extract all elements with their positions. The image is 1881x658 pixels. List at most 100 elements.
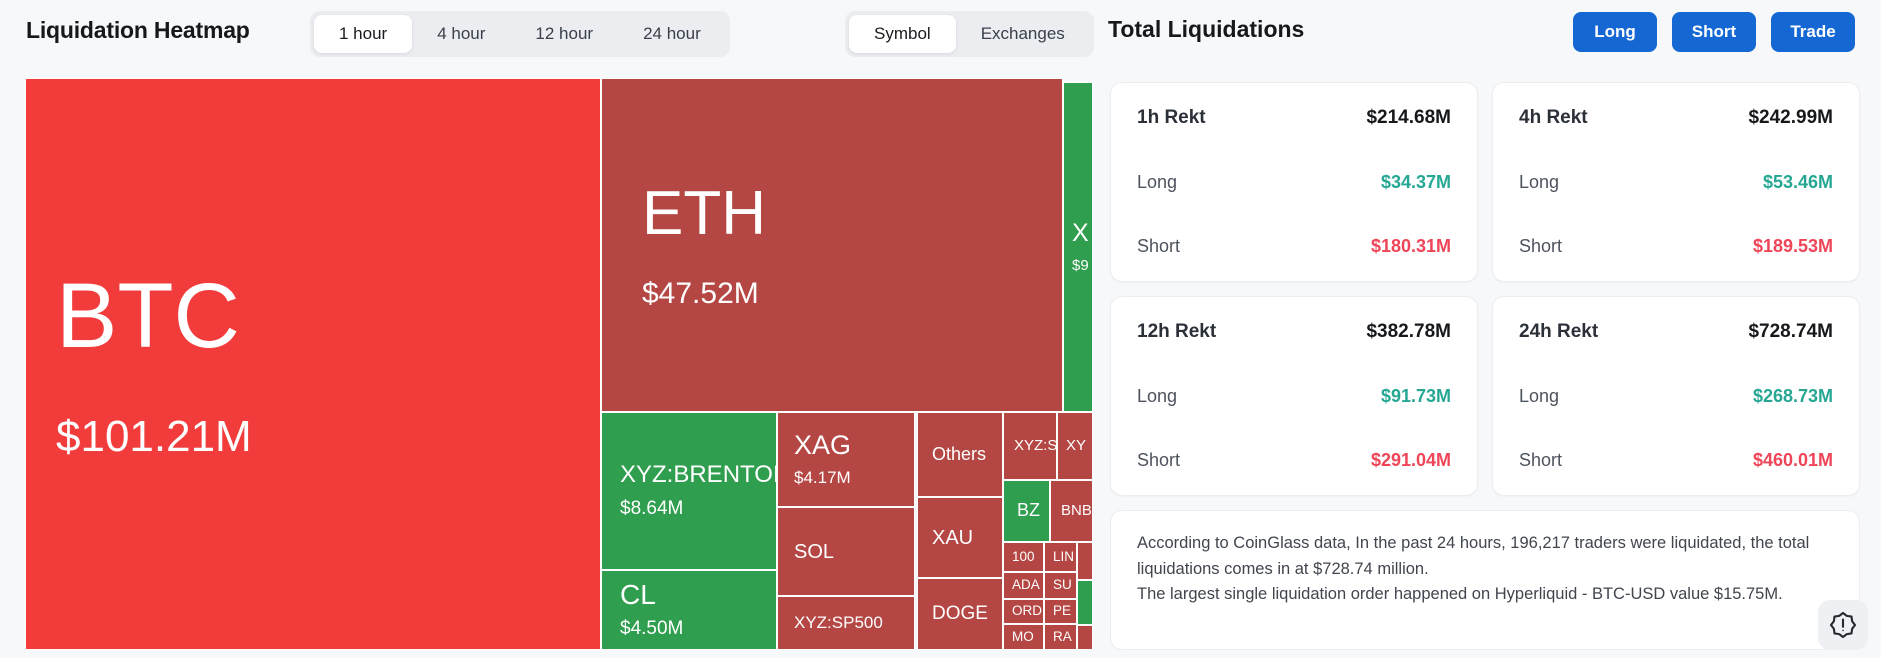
tile-value: $101.21M (56, 412, 252, 462)
tile-symbol: Others (932, 443, 987, 464)
long-label: Long (1519, 386, 1560, 406)
treemap-tile-others[interactable]: Others (917, 412, 1003, 497)
tab-exchanges[interactable]: Exchanges (980, 24, 1065, 43)
tab-12-hour[interactable]: 12 hour (535, 24, 594, 43)
tile-symbol: CL (620, 579, 656, 611)
treemap-tile-sol[interactable]: SOL (777, 507, 915, 596)
treemap-tile-xyz-s-clipped[interactable]: XYZ:S (1003, 412, 1057, 480)
card-title: 4h Rekt (1519, 107, 1588, 128)
tab-4-hour[interactable]: 4 hour (437, 24, 486, 43)
treemap-tile-small-red[interactable] (1077, 625, 1093, 650)
rekt-card-4h: 4h Rekt $242.99M Long $53.46M Short $189… (1492, 82, 1860, 282)
tile-value: $9 (1072, 256, 1089, 274)
short-label: Short (1519, 236, 1563, 256)
page-title: Liquidation Heatmap (26, 17, 250, 43)
card-title-row: 1h Rekt $214.68M (1137, 107, 1451, 129)
trade-button[interactable]: Trade (1771, 12, 1855, 52)
summary-card: According to CoinGlass data, In the past… (1110, 510, 1860, 650)
treemap-tile-cl[interactable]: CL $4.50M (601, 570, 777, 650)
tile-symbol: X (1072, 219, 1089, 247)
action-buttons: Long Short Trade (1573, 12, 1855, 52)
tile-symbol: SOL (794, 540, 835, 563)
card-total: $728.74M (1748, 321, 1833, 342)
card-title: 24h Rekt (1519, 321, 1599, 342)
tile-value: $8.64M (620, 497, 684, 519)
short-button[interactable]: Short (1672, 12, 1756, 52)
card-short-row: Short $460.01M (1519, 450, 1833, 471)
symbol-exchanges-toggle: Symbol Exchanges (845, 11, 1094, 57)
tab-1-hour[interactable]: 1 hour (314, 15, 413, 53)
tile-symbol: BNB (1061, 501, 1092, 519)
short-value: $189.53M (1752, 236, 1833, 256)
card-total: $242.99M (1748, 107, 1833, 128)
treemap-tile-small-red[interactable] (1077, 542, 1093, 580)
treemap-tile-ord[interactable]: ORD (1003, 599, 1044, 624)
tile-symbol: XY (1066, 436, 1087, 454)
alert-seal-icon (1828, 610, 1858, 640)
long-button[interactable]: Long (1573, 12, 1657, 52)
tile-symbol: PE (1053, 603, 1072, 619)
treemap-tile-btc[interactable]: BTC $101.21M (25, 78, 601, 650)
long-value: $34.37M (1380, 172, 1451, 192)
tile-symbol: XAU (932, 526, 974, 549)
long-value: $53.46M (1762, 172, 1833, 192)
short-value: $291.04M (1370, 450, 1451, 470)
tab-symbol[interactable]: Symbol (849, 15, 956, 53)
card-short-row: Short $291.04M (1137, 450, 1451, 471)
treemap-tile-xag[interactable]: XAG $4.17M (777, 412, 915, 507)
treemap-tile-xau[interactable]: XAU (917, 497, 1003, 578)
treemap-tile-xyz-brentoil[interactable]: XYZ:BRENTOIL $8.64M (601, 412, 777, 570)
long-value: $91.73M (1380, 386, 1451, 406)
summary-line-2: The largest single liquidation order hap… (1137, 585, 1783, 604)
treemap-tile-xy-clipped[interactable]: XY (1057, 412, 1093, 480)
tile-symbol: RA (1053, 628, 1072, 644)
treemap-tile-xyz-sp500[interactable]: XYZ:SP500 (777, 596, 915, 650)
long-label: Long (1137, 172, 1178, 192)
tile-symbol: XYZ:S (1014, 436, 1057, 454)
tile-symbol: MO (1012, 628, 1034, 644)
short-value: $460.01M (1752, 450, 1833, 470)
card-title-row: 12h Rekt $382.78M (1137, 321, 1451, 343)
tile-symbol: BZ (1017, 500, 1041, 521)
total-liquidations-title: Total Liquidations (1108, 16, 1305, 42)
short-label: Short (1137, 450, 1181, 470)
treemap-tile-mo[interactable]: MO (1003, 624, 1044, 650)
card-long-row: Long $53.46M (1519, 172, 1833, 193)
treemap-tile-su[interactable]: SU (1044, 572, 1077, 599)
tile-symbol: XYZ:SP500 (794, 612, 883, 632)
short-value: $180.31M (1370, 236, 1451, 256)
summary-line-1: According to CoinGlass data, In the past… (1137, 534, 1810, 578)
liquidation-treemap: BTC $101.21M ETH $47.52M X $9 XYZ:BRENTO… (25, 78, 1093, 650)
card-title: 1h Rekt (1137, 107, 1206, 128)
card-total: $214.68M (1366, 107, 1451, 128)
card-long-row: Long $91.73M (1137, 386, 1451, 407)
treemap-tile-doge[interactable]: DOGE (917, 578, 1003, 650)
treemap-tile-pe[interactable]: PE (1044, 599, 1077, 624)
treemap-tile-bnb[interactable]: BNB (1050, 480, 1093, 542)
card-title-row: 4h Rekt $242.99M (1519, 107, 1833, 129)
card-title-row: 24h Rekt $728.74M (1519, 321, 1833, 343)
long-label: Long (1137, 386, 1178, 406)
tile-symbol: XYZ:BRENTOIL (620, 461, 777, 489)
feedback-badge-button[interactable] (1818, 600, 1868, 650)
card-long-row: Long $268.73M (1519, 386, 1833, 407)
treemap-tile-100[interactable]: 100 (1003, 542, 1044, 572)
card-title: 12h Rekt (1137, 321, 1217, 342)
treemap-tile-x-clipped[interactable]: X $9 (1063, 82, 1093, 412)
tile-value: $4.17M (794, 468, 851, 487)
tab-24-hour[interactable]: 24 hour (643, 24, 701, 43)
tile-value: $4.50M (620, 617, 684, 639)
card-total: $382.78M (1366, 321, 1451, 342)
treemap-tile-lin[interactable]: LIN (1044, 542, 1077, 572)
treemap-tile-bz[interactable]: BZ (1003, 480, 1050, 542)
treemap-tile-ra[interactable]: RA (1044, 624, 1077, 650)
treemap-tile-ada[interactable]: ADA (1003, 572, 1044, 599)
tile-symbol: XAG (794, 430, 852, 461)
short-label: Short (1137, 236, 1181, 256)
tile-symbol: ADA (1012, 577, 1040, 593)
rekt-card-12h: 12h Rekt $382.78M Long $91.73M Short $29… (1110, 296, 1478, 496)
card-short-row: Short $180.31M (1137, 236, 1451, 257)
treemap-tile-small-green[interactable] (1077, 580, 1093, 625)
treemap-tile-eth[interactable]: ETH $47.52M (601, 78, 1063, 412)
